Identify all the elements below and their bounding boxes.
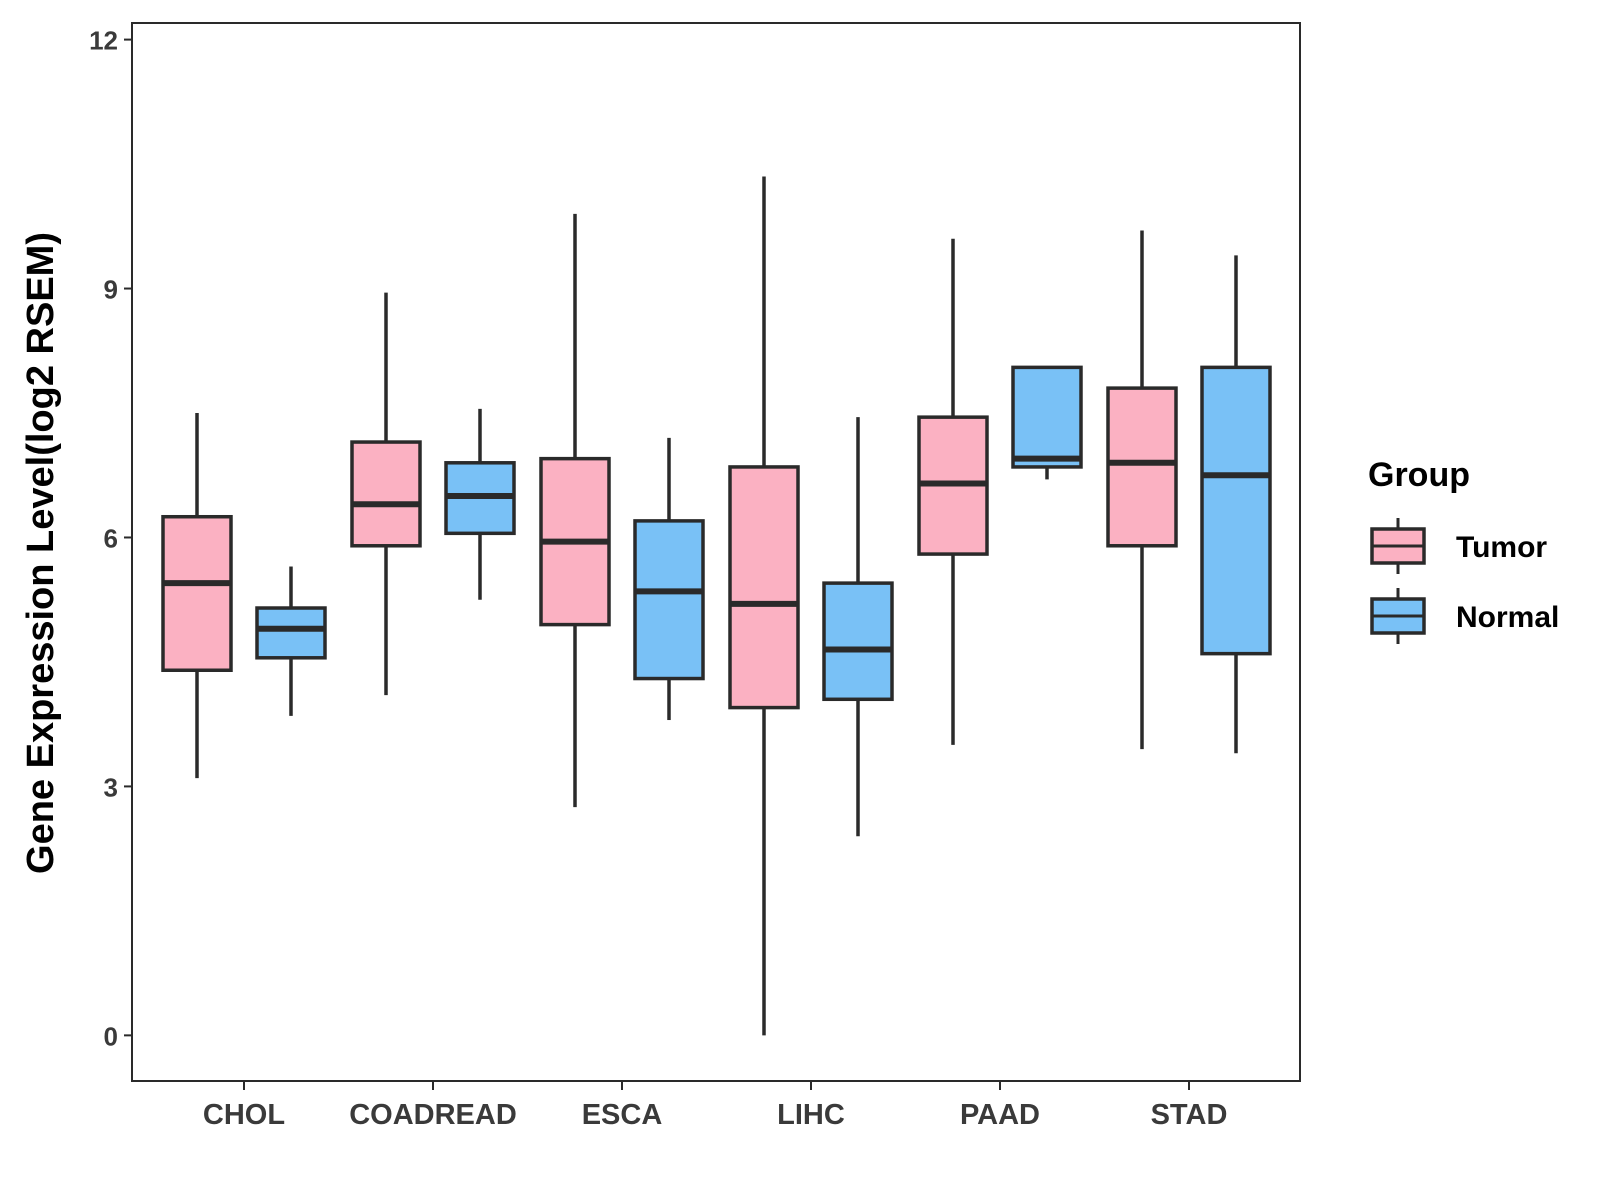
x-tick-label: LIHC bbox=[777, 1099, 845, 1131]
box-layer bbox=[161, 176, 1272, 1036]
box-tumor-coadread bbox=[350, 292, 422, 696]
box-iqr bbox=[161, 514, 233, 672]
box-iqr bbox=[350, 440, 422, 548]
x-tick-label: COADREAD bbox=[349, 1099, 517, 1131]
x-tick-label: CHOL bbox=[203, 1099, 285, 1131]
y-tick-label: 12 bbox=[89, 26, 118, 56]
legend-key-tumor bbox=[1370, 518, 1426, 574]
legend-label-tumor: Tumor bbox=[1456, 531, 1547, 564]
y-tick-label: 9 bbox=[104, 275, 118, 305]
y-tick-label: 0 bbox=[104, 1021, 118, 1051]
box-tumor-stad bbox=[1106, 230, 1178, 750]
box-tumor-paad bbox=[917, 238, 989, 745]
box-normal-stad bbox=[1200, 255, 1272, 754]
box-tumor-lihc bbox=[728, 176, 800, 1036]
x-tick-label: PAAD bbox=[960, 1099, 1040, 1131]
legend-title: Group bbox=[1368, 456, 1470, 494]
legend: Group Tumor Normal bbox=[1368, 456, 1559, 644]
box-normal-chol bbox=[255, 566, 327, 716]
y-axis-title: Gene Expression Level(log2 RSEM) bbox=[20, 232, 62, 874]
box-iqr bbox=[633, 519, 705, 681]
x-axis: CHOL COADREAD ESCA LIHC PAAD STAD bbox=[203, 1081, 1227, 1131]
box-iqr bbox=[822, 581, 894, 702]
box-iqr bbox=[1200, 365, 1272, 656]
box-normal-coadread bbox=[444, 408, 516, 600]
x-tick-label: ESCA bbox=[582, 1099, 663, 1131]
box-tumor-chol bbox=[161, 413, 233, 779]
box-iqr bbox=[255, 606, 327, 660]
legend-label-normal: Normal bbox=[1456, 601, 1559, 634]
box-tumor-esca bbox=[539, 213, 611, 808]
box-iqr bbox=[728, 465, 800, 710]
legend-key-normal bbox=[1370, 588, 1426, 644]
y-axis: 0 3 6 9 12 bbox=[89, 26, 132, 1051]
box-normal-paad bbox=[1011, 365, 1083, 480]
box-iqr bbox=[1106, 386, 1178, 548]
x-tick-label: STAD bbox=[1151, 1099, 1228, 1131]
box-normal-esca bbox=[633, 437, 705, 721]
plot-panel bbox=[131, 22, 1301, 1082]
box-normal-lihc bbox=[822, 417, 894, 837]
y-tick-label: 3 bbox=[104, 772, 118, 802]
box-iqr bbox=[1011, 365, 1083, 469]
y-tick-label: 6 bbox=[104, 523, 118, 553]
